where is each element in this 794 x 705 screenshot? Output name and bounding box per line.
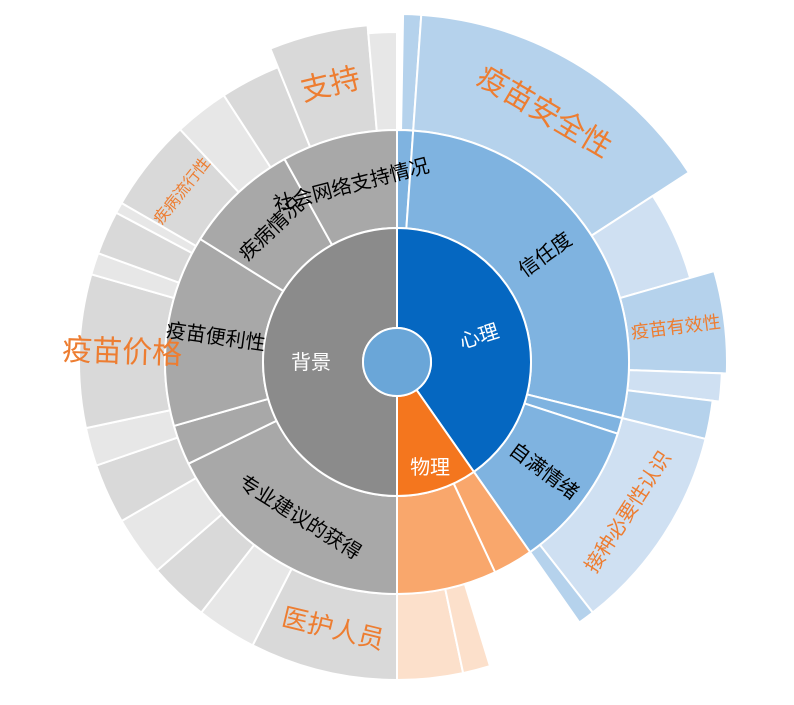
inner-label-background: 背景 <box>291 350 331 374</box>
center-hub <box>362 327 432 397</box>
outer-label-vaccine-price: 疫苗价格 <box>62 333 183 372</box>
inner-ring <box>262 226 532 498</box>
inner-label-physical: 物理 <box>410 455 450 479</box>
